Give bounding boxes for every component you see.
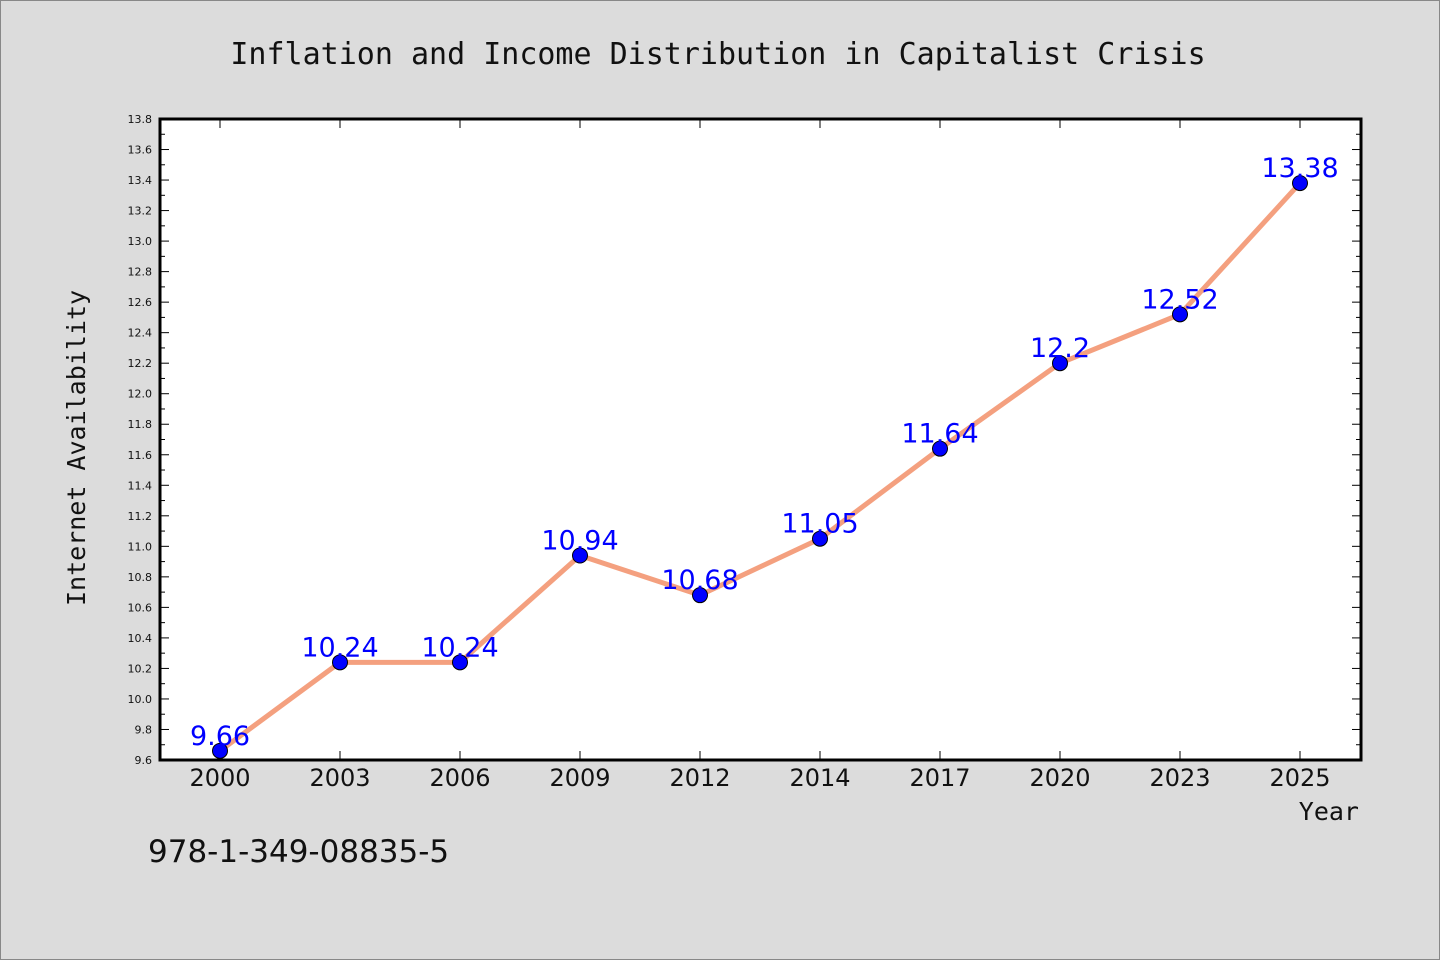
y-tick-label: 12.8 [128, 266, 153, 279]
y-tick-label: 10.2 [128, 662, 153, 675]
data-label: 12.2 [1030, 333, 1090, 364]
y-tick-label: 11.6 [128, 449, 153, 462]
x-tick-label: 2000 [189, 764, 250, 792]
plot-area [158, 117, 1363, 762]
y-tick-label: 12.6 [128, 296, 153, 309]
data-point [572, 547, 588, 564]
data-point [212, 742, 228, 759]
x-tick-label: 2003 [309, 764, 370, 792]
y-tick-label: 12.2 [128, 357, 153, 370]
y-tick-label: 13.6 [128, 144, 153, 157]
y-tick-label: 11.8 [128, 418, 153, 431]
data-point [692, 587, 708, 604]
x-axis: 2000 2003 2006 2009 2012 2014 2017 2020 2023 2025 [189, 119, 1331, 792]
x-tick-label: 2020 [1029, 764, 1090, 792]
y-tick-label: 11.0 [128, 540, 153, 553]
data-point [452, 654, 468, 671]
x-axis-label: Year [1299, 797, 1359, 826]
y-tick-label: 10.6 [128, 601, 153, 614]
y-tick-label: 10.8 [128, 571, 153, 584]
y-axis-label: Internet Availability [62, 290, 91, 606]
chart-title: Inflation and Income Distribution in Cap… [230, 37, 1205, 72]
series-line: 9.66 10.24 10.24 10.94 10.68 11.05 11.64 12.2 12… [190, 153, 1339, 759]
x-tick-label: 2025 [1269, 764, 1330, 792]
isbn-text: 978-1-349-08835-5 [148, 834, 450, 870]
data-label: 10.94 [541, 525, 618, 556]
x-tick-label: 2023 [1149, 764, 1210, 792]
data-point [932, 440, 948, 457]
x-tick-label: 2014 [789, 764, 850, 792]
x-tick-label: 2009 [549, 764, 610, 792]
y-tick-label: 11.2 [128, 510, 153, 523]
data-label: 11.64 [901, 419, 978, 450]
y-tick-label: 10.4 [128, 632, 153, 645]
x-tick-label: 2006 [429, 764, 490, 792]
data-point [1292, 175, 1308, 192]
y-axis: 9.6 9.8 10.0 10.2 10.4 10.6 10.8 11.0 11.2 11.4 11… [128, 113, 1361, 767]
y-tick-label: 13.0 [128, 235, 153, 248]
y-tick-label: 13.2 [128, 205, 153, 218]
y-tick-label: 13.8 [128, 113, 153, 126]
y-tick-label: 12.0 [128, 388, 153, 401]
y-tick-label: 9.6 [135, 754, 153, 767]
y-tick-label: 10.0 [128, 693, 153, 706]
data-label: 13.38 [1261, 153, 1338, 184]
x-tick-label: 2017 [909, 764, 970, 792]
y-tick-label: 11.4 [128, 479, 153, 492]
series-line-path [217, 180, 1303, 754]
data-label: 11.05 [781, 509, 858, 540]
data-point [1172, 306, 1188, 323]
data-label: 10.24 [421, 632, 498, 663]
y-tick-label: 9.8 [135, 723, 153, 736]
y-tick-label: 12.4 [128, 327, 153, 340]
data-point [1052, 355, 1068, 372]
data-label: 10.68 [661, 565, 738, 596]
data-label: 12.52 [1141, 284, 1218, 315]
y-tick-label: 13.4 [128, 174, 153, 187]
data-point [332, 654, 348, 671]
data-label: 10.24 [301, 632, 378, 663]
data-label: 9.66 [190, 721, 250, 752]
x-tick-label: 2012 [669, 764, 730, 792]
data-point [812, 530, 828, 547]
